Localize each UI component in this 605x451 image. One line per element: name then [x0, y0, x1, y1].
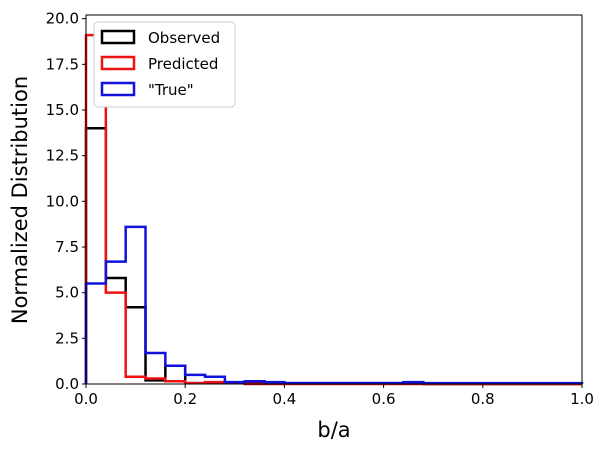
legend-swatch-true: [100, 81, 136, 97]
legend-label-true: "True": [148, 81, 194, 99]
legend: Observed Predicted "True": [93, 21, 236, 108]
y-tick-label: 12.5: [46, 147, 79, 165]
x-tick-label: 0.8: [471, 390, 495, 408]
y-tick-label: 17.5: [46, 55, 79, 73]
tick-layer: 0.0 0.2 0.4 0.6 0.8 1.0 0.0 2.5 5.0 7.5 10.0 12.5 15…: [46, 10, 594, 408]
x-axis-label: b/a: [317, 418, 350, 442]
legend-swatch-observed: [100, 29, 136, 45]
series-step-true: [84, 225, 584, 385]
x-tick-label: 0.4: [272, 390, 296, 408]
y-tick-label: 15.0: [46, 101, 79, 119]
y-tick-label: 0.0: [55, 375, 79, 393]
x-tick-label: 1.0: [570, 390, 594, 408]
legend-label-predicted: Predicted: [148, 55, 218, 73]
y-tick-label: 10.0: [46, 192, 79, 210]
series-step-observed: [84, 127, 582, 386]
y-tick-label: 7.5: [55, 238, 79, 256]
y-tick-label: 20.0: [46, 10, 79, 28]
y-tick-label: 2.5: [55, 329, 79, 347]
y-tick-label: 5.0: [55, 284, 79, 302]
y-axis-label: Normalized Distribution: [8, 76, 32, 324]
x-tick-label: 0.2: [173, 390, 197, 408]
legend-label-observed: Observed: [148, 29, 220, 47]
x-tick-label: 0.6: [372, 390, 396, 408]
legend-swatch-predicted: [100, 55, 136, 71]
plot-frame: [85, 14, 583, 385]
x-tick-label: 0.0: [74, 390, 98, 408]
